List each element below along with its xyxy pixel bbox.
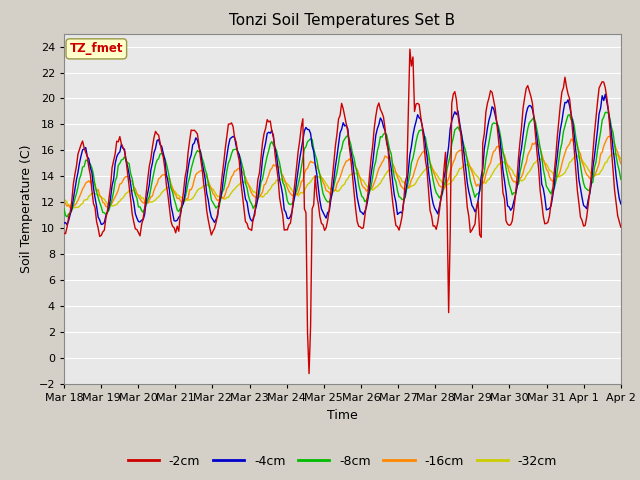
- Text: TZ_fmet: TZ_fmet: [70, 42, 123, 55]
- Legend: -2cm, -4cm, -8cm, -16cm, -32cm: -2cm, -4cm, -8cm, -16cm, -32cm: [123, 450, 562, 473]
- X-axis label: Time: Time: [327, 408, 358, 421]
- Title: Tonzi Soil Temperatures Set B: Tonzi Soil Temperatures Set B: [229, 13, 456, 28]
- Y-axis label: Soil Temperature (C): Soil Temperature (C): [20, 144, 33, 273]
